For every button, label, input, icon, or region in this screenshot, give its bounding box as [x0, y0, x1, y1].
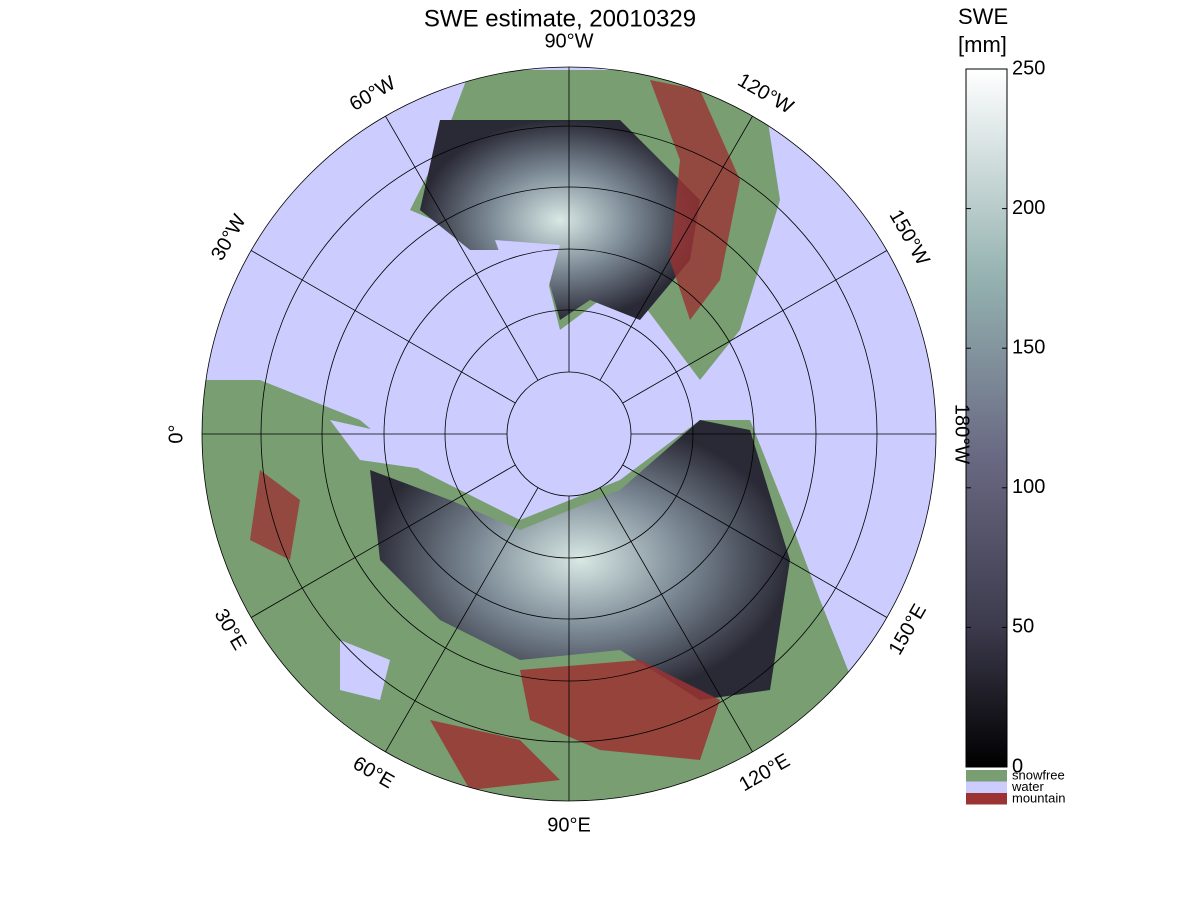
colorbar-tick-label: 200 [1012, 197, 1045, 219]
legend-swatch [966, 793, 1007, 805]
longitude-label: 30°E [210, 605, 251, 654]
meridian [622, 464, 888, 618]
meridian [250, 464, 516, 618]
meridian [385, 487, 539, 753]
water-area [330, 420, 430, 470]
colorbar-title: SWE [958, 4, 1008, 29]
water-area [495, 240, 560, 310]
meridian [599, 487, 753, 753]
colorbar-tick-label: 250 [1012, 57, 1045, 79]
legend-label: water [1011, 779, 1044, 794]
meridian [599, 115, 753, 381]
longitude-label: 90°W [544, 30, 593, 52]
water-area [340, 640, 390, 700]
colorbar-tick-label: 150 [1012, 336, 1045, 358]
legend-swatch [966, 781, 1007, 793]
longitude-label: 30°W [207, 211, 251, 265]
meridian [622, 250, 888, 404]
graticule [201, 66, 937, 802]
mountain-area [250, 470, 300, 560]
meridian [250, 250, 516, 404]
meridian [385, 115, 539, 381]
mountain-area [430, 720, 560, 790]
legend-swatch [966, 770, 1007, 782]
longitude-label: 60°W [346, 72, 400, 116]
mountain-area [520, 660, 720, 760]
colorbar-tick-label: 0 [1012, 755, 1023, 777]
mountain-area [650, 80, 740, 320]
longitude-label: 0° [165, 424, 187, 443]
chart-title: SWE estimate, 20010329 [424, 5, 696, 32]
legend-label: mountain [1012, 790, 1065, 805]
longitude-label: 180°W [951, 404, 973, 464]
legend-label: snowfree [1012, 767, 1065, 782]
colorbar [965, 68, 1008, 768]
longitude-label: 90°E [547, 814, 591, 836]
snow-cover [370, 420, 790, 700]
map [202, 67, 936, 801]
colorbar-tick-label: 50 [1012, 616, 1034, 638]
snow-cover [420, 120, 700, 320]
longitude-label: 60°E [349, 752, 398, 793]
colorbar-title: [mm] [958, 32, 1007, 57]
colorbar-tick-label: 100 [1012, 476, 1045, 498]
